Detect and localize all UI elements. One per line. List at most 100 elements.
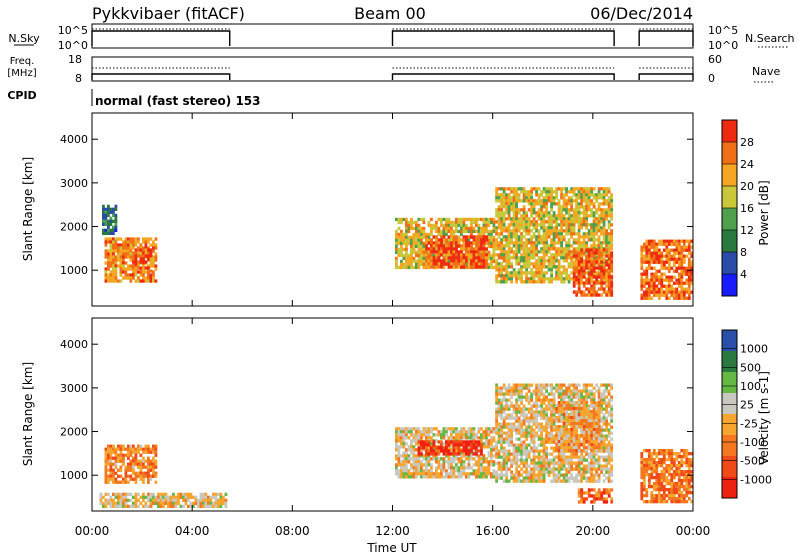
heatmap-cell-0-6 bbox=[597, 263, 601, 267]
heatmap-cell-1-4 bbox=[505, 404, 508, 408]
heatmap-cell-0-5 bbox=[500, 268, 503, 272]
heatmap-cell-1-3 bbox=[442, 452, 446, 456]
heatmap-cell-0-5 bbox=[552, 199, 556, 203]
heatmap-cell-1-4 bbox=[520, 455, 523, 459]
heatmap-cell-0-3 bbox=[410, 259, 413, 264]
heatmap-cell-1-3 bbox=[462, 446, 466, 450]
heatmap-cell-1-4 bbox=[552, 458, 556, 462]
heatmap-cell-1-2 bbox=[397, 469, 401, 473]
heatmap-cell-0-5 bbox=[570, 265, 573, 269]
heatmap-cell-0-7 bbox=[645, 239, 649, 243]
heatmap-cell-0-6 bbox=[580, 275, 584, 279]
colorbar-tick-label: 4 bbox=[740, 268, 747, 281]
heatmap-cell-1-4 bbox=[552, 395, 556, 399]
heatmap-cell-0-3 bbox=[472, 220, 476, 225]
heatmap-cell-0-4 bbox=[467, 253, 471, 257]
heatmap-cell-1-4 bbox=[520, 392, 523, 396]
heatmap-cell-0-7 bbox=[677, 275, 681, 279]
heatmap-cell-0-6 bbox=[580, 260, 584, 264]
heatmap-cell-1-2 bbox=[440, 469, 443, 473]
heatmap-cell-1-4 bbox=[537, 449, 541, 453]
heatmap-cell-0-5 bbox=[592, 196, 596, 200]
heatmap-cell-0-3 bbox=[485, 229, 488, 234]
heatmap-cell-0-3 bbox=[422, 241, 426, 246]
heatmap-cell-1-4 bbox=[527, 473, 531, 477]
heatmap-cell-0-0 bbox=[104, 270, 108, 274]
colorbar-swatch bbox=[722, 164, 737, 186]
heatmap-cell-0-7 bbox=[677, 242, 681, 246]
heatmap-cell-0-5 bbox=[512, 268, 516, 272]
heatmap-cell-1-4 bbox=[512, 410, 516, 414]
heatmap-cell-1-4 bbox=[565, 476, 568, 480]
heatmap-cell-0-5 bbox=[497, 268, 501, 272]
heatmap-cell-0-5 bbox=[505, 244, 508, 248]
heatmap-cell-0-3 bbox=[405, 232, 408, 237]
heatmap-cell-0-5 bbox=[600, 214, 603, 218]
heatmap-cell-0-7 bbox=[662, 239, 666, 243]
heatmap-cell-0-5 bbox=[497, 205, 501, 209]
heatmap-cell-0-6 bbox=[597, 275, 601, 279]
heatmap-cell-0-7 bbox=[690, 290, 694, 294]
heatmap-cell-0-5 bbox=[545, 259, 548, 263]
heatmap-cell-0-5 bbox=[600, 229, 603, 233]
heatmap-cell-1-2 bbox=[445, 454, 448, 458]
heatmap-cell-1-2 bbox=[435, 427, 438, 431]
heatmap-cell-1-2 bbox=[492, 445, 496, 449]
heatmap-cell-0-0 bbox=[127, 255, 130, 259]
heatmap-cell-0-7 bbox=[680, 239, 684, 243]
heatmap-cell-1-2 bbox=[415, 469, 418, 473]
heatmap-cell-1-4 bbox=[577, 461, 581, 465]
heatmap-cell-0-7 bbox=[650, 266, 654, 270]
heatmap-cell-0-5 bbox=[540, 199, 543, 203]
heatmap-cell-1-0 bbox=[124, 468, 128, 472]
heatmap-cell-0-3 bbox=[420, 235, 423, 240]
heatmap-cell-0-5 bbox=[550, 193, 553, 197]
cpid-text: normal (fast stereo) 153 bbox=[95, 94, 261, 108]
heatmap-cell-0-7 bbox=[677, 290, 681, 294]
heatmap-cell-1-4 bbox=[540, 431, 543, 435]
heatmap-cell-1-1 bbox=[122, 495, 125, 499]
heatmap-cell-0-3 bbox=[465, 226, 468, 231]
heatmap-cell-0-4 bbox=[447, 256, 451, 260]
heatmap-cell-1-4 bbox=[512, 449, 516, 453]
heatmap-cell-0-6 bbox=[592, 281, 596, 285]
heatmap-cell-1-4 bbox=[525, 392, 528, 396]
heatmap-cell-1-3 bbox=[475, 446, 478, 450]
heatmap-cell-0-5 bbox=[602, 193, 606, 197]
heatmap-cell-1-0 bbox=[107, 453, 110, 457]
heatmap-cell-1-4 bbox=[495, 470, 498, 474]
heatmap-cell-1-4 bbox=[545, 389, 548, 393]
heatmap-cell-0-5 bbox=[610, 205, 613, 209]
heatmap-cell-1-2 bbox=[442, 433, 446, 437]
heatmap-cell-0-5 bbox=[542, 271, 546, 275]
heatmap-cell-1-2 bbox=[395, 448, 398, 452]
heatmap-cell-0-4 bbox=[442, 262, 446, 266]
heatmap-cell-0-5 bbox=[562, 277, 566, 281]
heatmap-cell-1-4 bbox=[537, 452, 541, 456]
heatmap-cell-0-0 bbox=[127, 237, 130, 241]
heatmap-cell-1-1 bbox=[134, 501, 138, 505]
heatmap-cell-0-5 bbox=[530, 238, 533, 242]
heatmap-cell-0-3 bbox=[415, 229, 418, 234]
heatmap-cell-1-3 bbox=[417, 449, 421, 453]
heatmap-cell-0-4 bbox=[455, 244, 458, 248]
heatmap-cell-0-5 bbox=[607, 268, 611, 272]
heatmap-cell-0-7 bbox=[667, 284, 671, 288]
heatmap-cell-1-4 bbox=[545, 455, 548, 459]
heatmap-cell-1-4 bbox=[507, 437, 511, 441]
heatmap-cell-0-5 bbox=[550, 190, 553, 194]
heatmap-cell-1-3 bbox=[452, 446, 456, 450]
heatmap-cell-1-0 bbox=[127, 453, 130, 457]
heatmap-cell-0-3 bbox=[422, 253, 426, 258]
heatmap-cell-1-4 bbox=[497, 410, 501, 414]
heatmap-cell-0-5 bbox=[502, 223, 506, 227]
heatmap-cell-0-5 bbox=[535, 235, 538, 239]
heatmap-cell-1-3 bbox=[462, 443, 466, 447]
heatmap-cell-0-4 bbox=[465, 247, 468, 251]
heatmap-cell-0-5 bbox=[532, 274, 536, 278]
heatmap-cell-0-4 bbox=[452, 256, 456, 260]
heatmap-cell-0-7 bbox=[672, 254, 676, 258]
heatmap-cell-1-4 bbox=[550, 446, 553, 450]
heatmap-cell-0-5 bbox=[547, 247, 551, 251]
heatmap-cell-0-7 bbox=[657, 275, 661, 279]
